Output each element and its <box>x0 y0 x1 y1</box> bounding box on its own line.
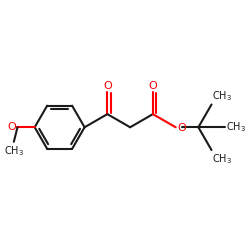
Text: O: O <box>148 80 157 90</box>
Text: O: O <box>103 80 112 90</box>
Text: CH$_3$: CH$_3$ <box>212 89 233 103</box>
Text: O: O <box>7 122 16 132</box>
Text: CH$_3$: CH$_3$ <box>212 152 233 166</box>
Text: CH$_3$: CH$_3$ <box>226 120 246 134</box>
Text: O: O <box>178 123 186 133</box>
Text: CH$_3$: CH$_3$ <box>4 144 24 158</box>
